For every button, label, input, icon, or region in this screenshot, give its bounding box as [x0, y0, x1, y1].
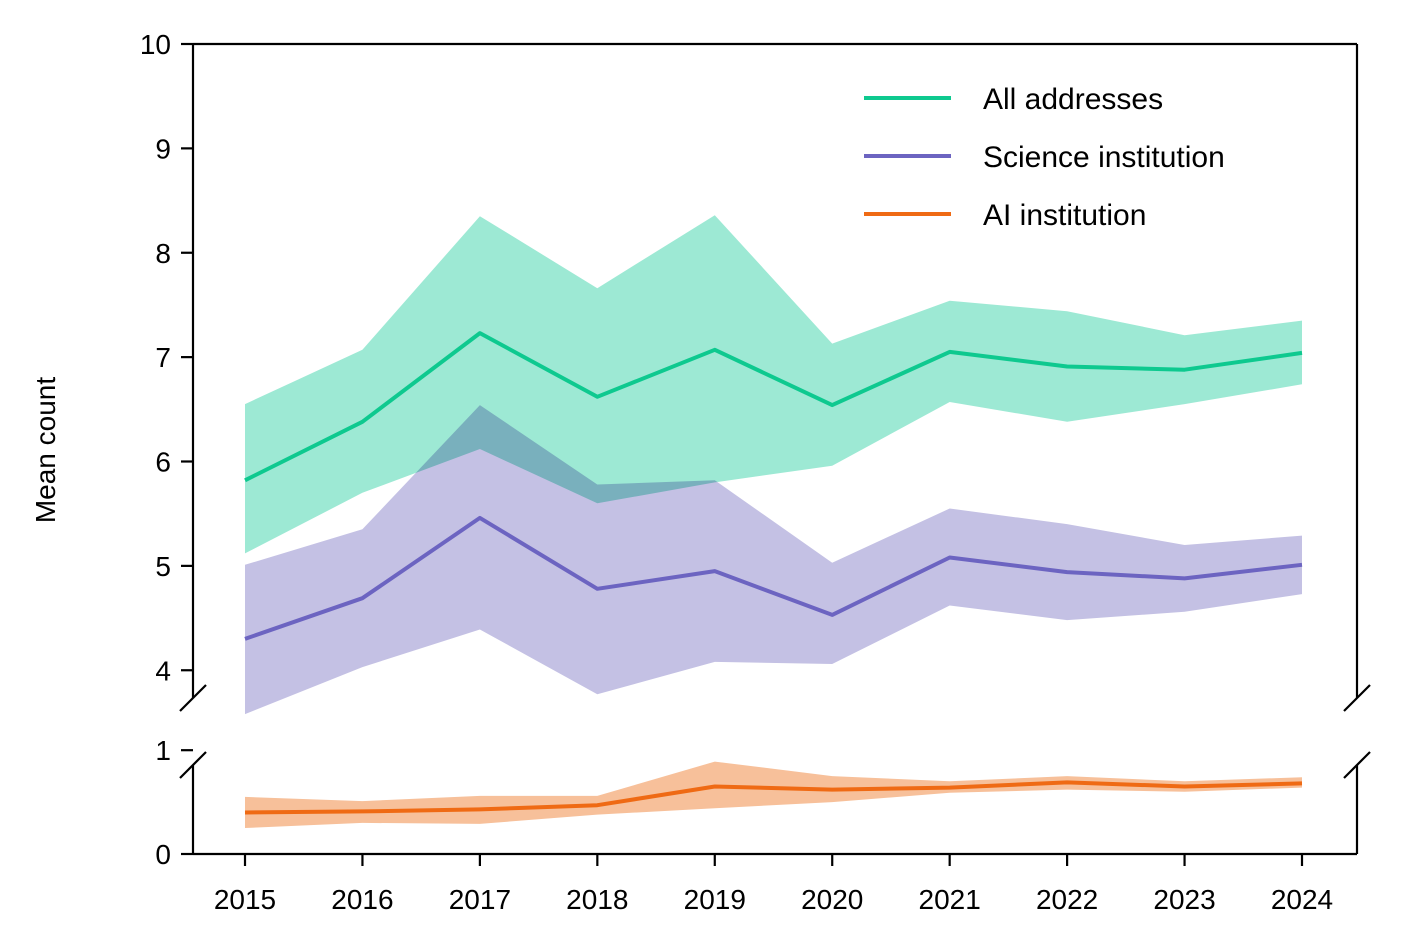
- upper-ytick-label-0: 4: [155, 655, 171, 686]
- upper-ytick-label-6: 10: [140, 29, 171, 60]
- line-series-1: [244, 515, 1303, 641]
- legend-label-0: All addresses: [983, 83, 1163, 116]
- line-series-0: [244, 331, 1303, 483]
- xtick-label-8: 2023: [1153, 884, 1215, 915]
- xtick-label-2: 2017: [449, 884, 511, 915]
- upper-ytick-label-3: 7: [155, 342, 171, 373]
- legend-label-2: AI institution: [983, 199, 1146, 232]
- xtick-label-0: 2015: [214, 884, 276, 915]
- xtick-label-7: 2022: [1036, 884, 1098, 915]
- band-series-1: [245, 405, 1302, 715]
- xtick-label-5: 2020: [801, 884, 863, 915]
- upper-ytick-label-4: 8: [155, 238, 171, 269]
- band-series-0: [245, 215, 1302, 554]
- upper-ytick-label-1: 5: [155, 551, 171, 582]
- series-lines: [244, 331, 1303, 815]
- upper-ytick-label-5: 9: [155, 133, 171, 164]
- axes: 4 5 6 7 8 9 10 0 1 2015 2016 2017 2018 2019 2020 2021 20…: [140, 29, 1371, 915]
- xtick-label-1: 2016: [331, 884, 393, 915]
- xtick-label-9: 2024: [1271, 884, 1333, 915]
- break-mark-upper-left: [179, 684, 207, 712]
- lower-ytick-label-1: 1: [155, 735, 171, 766]
- break-mark-lower-right: [1343, 751, 1371, 779]
- xtick-label-6: 2021: [919, 884, 981, 915]
- legend-label-1: Science institution: [983, 141, 1225, 174]
- break-mark-lower-left: [179, 751, 207, 779]
- xtick-label-3: 2018: [566, 884, 628, 915]
- line-series-2: [244, 780, 1303, 815]
- lower-ytick-label-0: 0: [155, 839, 171, 870]
- y-axis-label: Mean count: [30, 377, 61, 524]
- confidence-bands: [245, 215, 1302, 828]
- upper-ytick-label-2: 6: [155, 447, 171, 478]
- band-series-2: [245, 761, 1302, 828]
- xtick-label-4: 2019: [684, 884, 746, 915]
- legend: All addresses Science institution AI insti…: [864, 83, 1225, 232]
- break-mark-upper-right: [1343, 684, 1371, 712]
